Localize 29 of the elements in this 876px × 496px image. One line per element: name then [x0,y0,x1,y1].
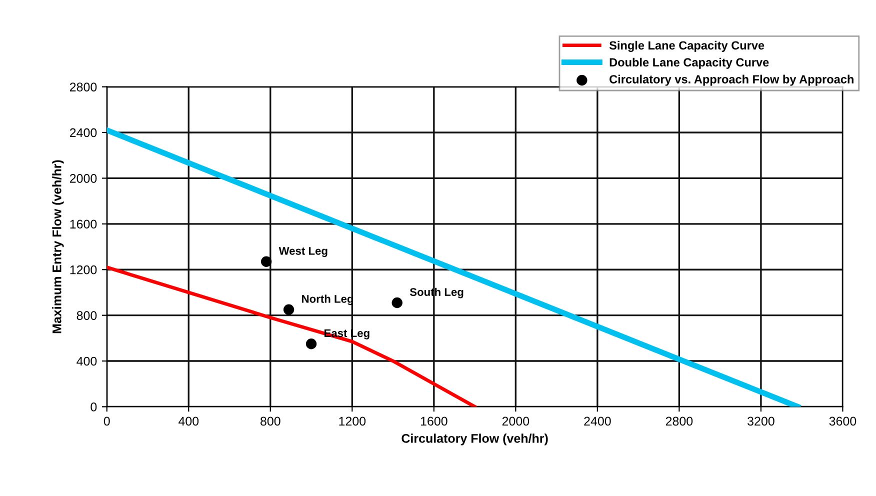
point [283,304,294,315]
y-tick-label: 2000 [70,174,97,183]
y-tick-label: 2400 [70,128,97,138]
y-tick-label: 2800 [70,82,97,92]
x-tick-label: 2000 [502,416,530,426]
point [392,297,402,308]
legend-label: Circulatory vs. Approach Flow by Approach [610,74,854,86]
legend-label: Double Lane Capacity Curve [610,58,769,69]
legend-label: Single Lane Capacity Curve [609,40,764,52]
point [306,338,317,350]
y-axis-title: Maximum Entry Flow (veh/hr) [52,160,64,334]
point [260,256,272,267]
y-tick-label: 0 [90,402,97,412]
y-tick-label: 400 [76,356,97,366]
x-tick-label: 800 [260,416,280,426]
x-tick-label: 400 [178,416,199,426]
x-tick-label: 2800 [666,416,693,426]
x-tick-label: 1200 [339,416,366,426]
y-tick-label: 800 [76,311,97,320]
y-tick-label: 1600 [70,220,97,229]
x-tick-label: 3200 [748,416,774,426]
y-tick-label: 1200 [70,265,97,274]
x-tick-label: 3600 [829,416,856,426]
x-axis-title: Circulatory Flow (veh/hr) [402,434,548,446]
x-tick-label: 0 [104,416,110,426]
line-series [106,266,477,407]
annotation: West Leg [278,247,328,258]
x-tick-label: 2400 [584,416,611,426]
x-tick-label: 1600 [420,416,448,426]
